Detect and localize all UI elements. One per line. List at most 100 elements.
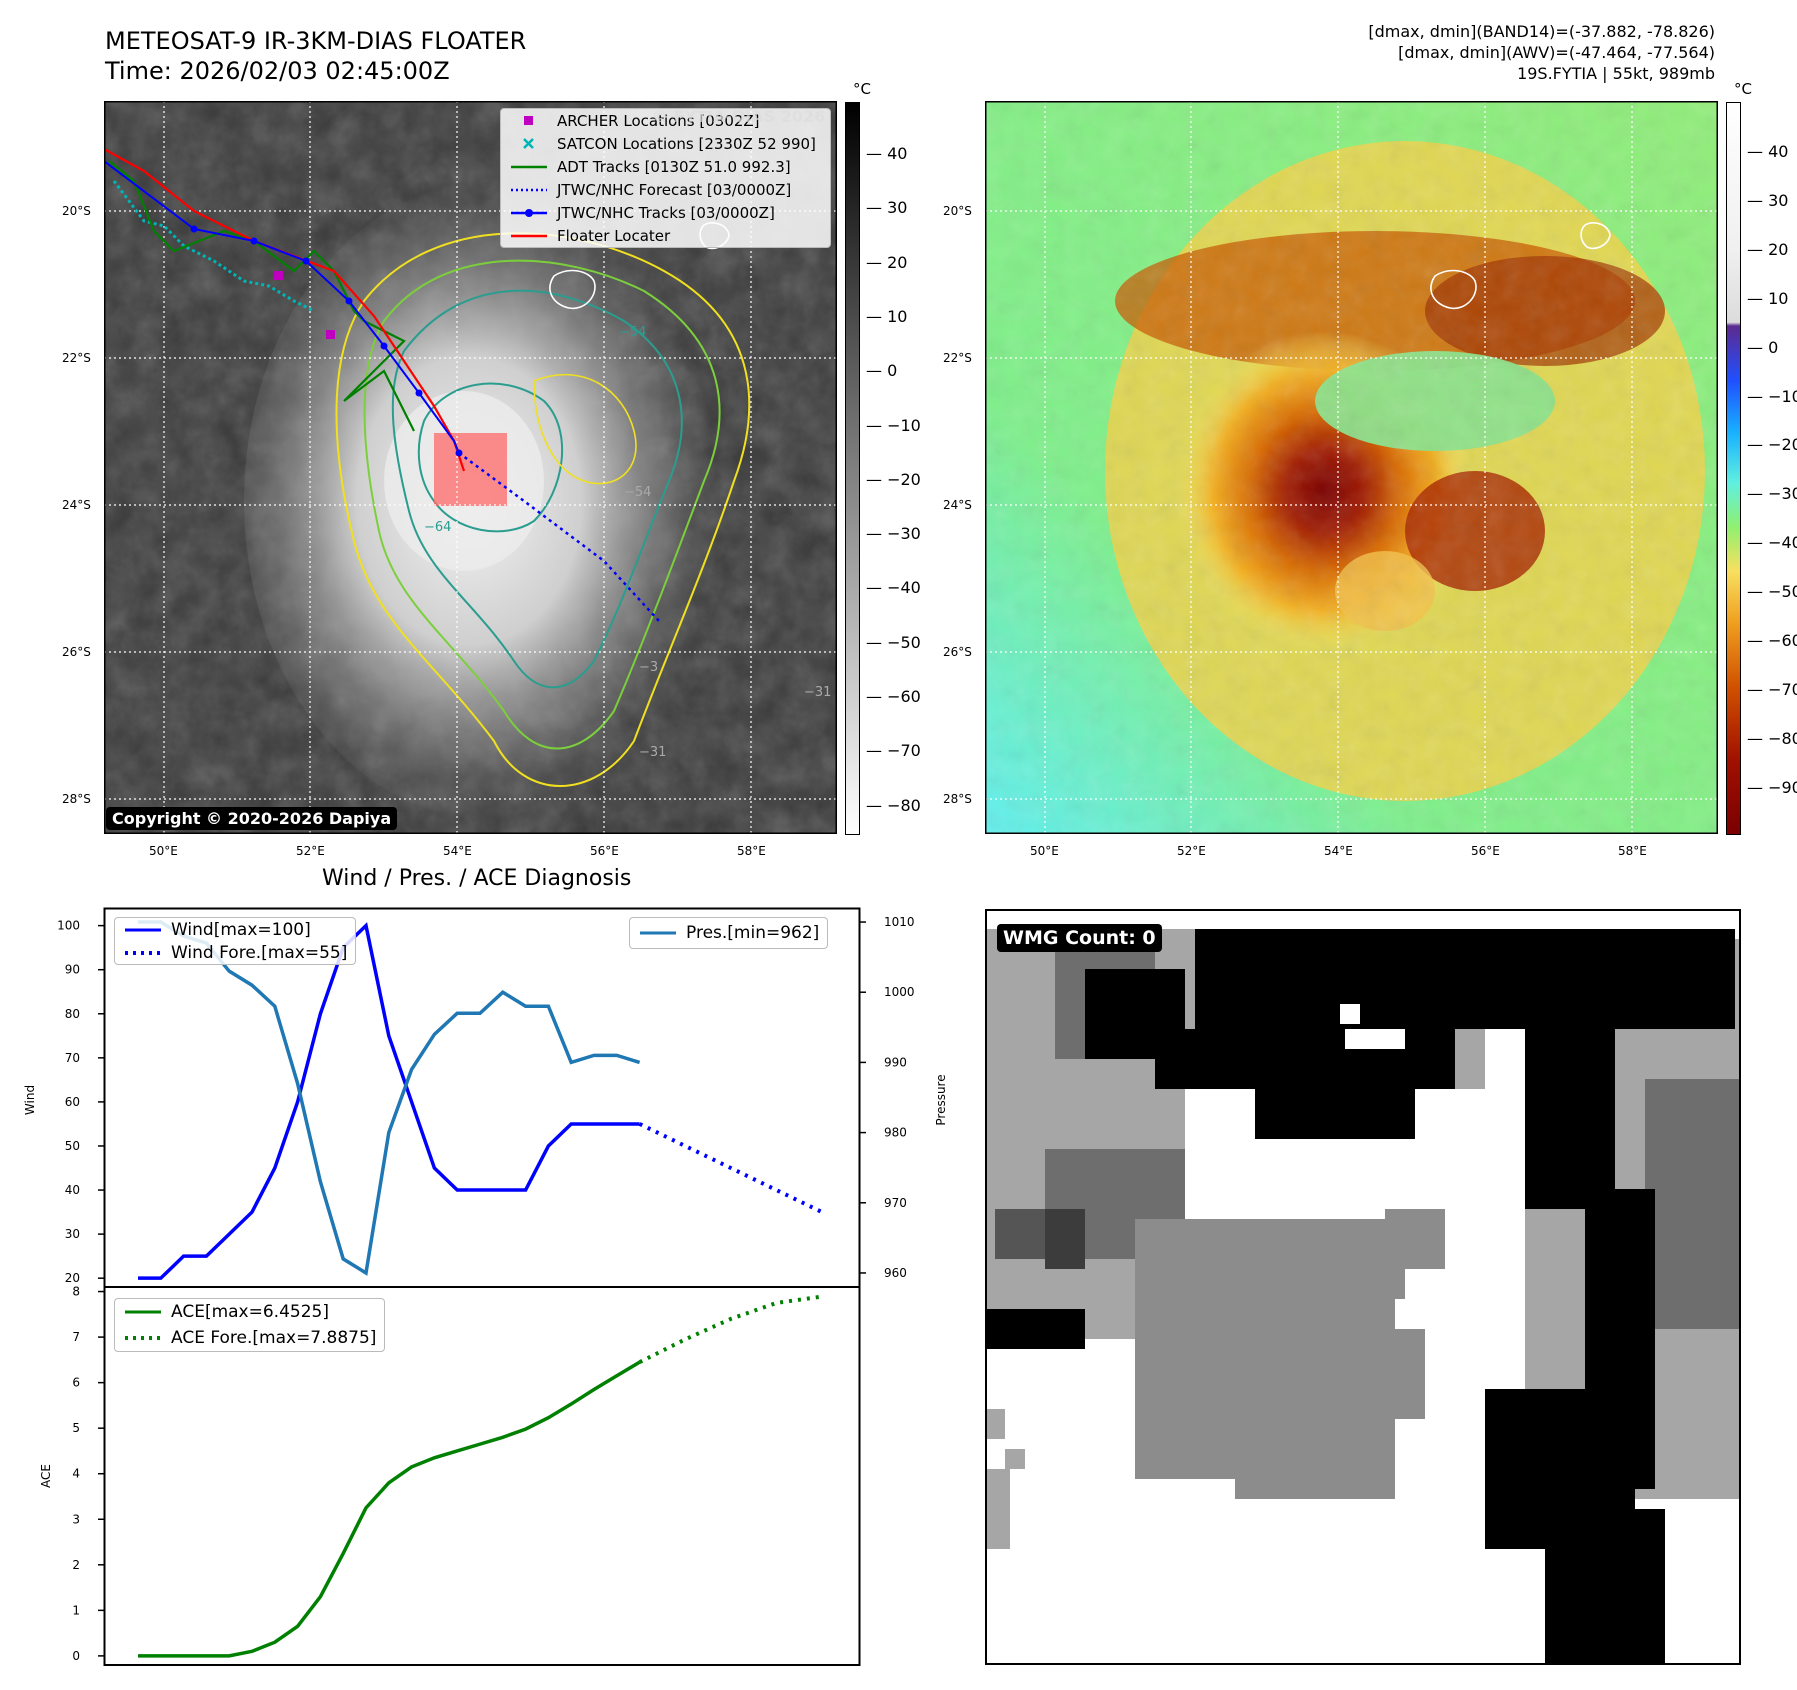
island-reunion bbox=[549, 269, 596, 310]
legend-item: JTWC/NHC Tracks [03/0000Z] bbox=[501, 201, 830, 224]
wv-colorbar-tick: — 0 bbox=[1747, 337, 1779, 357]
legend-item: Pres.[min=962] bbox=[630, 918, 827, 948]
ace-legend: ACE[max=6.4525] ACE Fore.[max=7.8875] bbox=[114, 1298, 386, 1352]
lat-label: 28°S bbox=[943, 792, 972, 806]
contour-label: −3 bbox=[639, 660, 658, 675]
square-marker-icon bbox=[509, 111, 549, 131]
lon-label: 52°E bbox=[296, 844, 325, 858]
wv-colorbar-tick: — −70 bbox=[1747, 679, 1797, 699]
legend-item: Wind Fore.[max=55] bbox=[115, 941, 355, 964]
lat-label: 22°S bbox=[62, 351, 91, 365]
wv-colorbar-tick: — −60 bbox=[1747, 631, 1797, 650]
wv-colorbar-tick: — −50 bbox=[1747, 582, 1797, 602]
wmg-svg bbox=[985, 909, 1741, 1665]
lat-label: 24°S bbox=[62, 498, 91, 512]
lon-label: 56°E bbox=[590, 844, 619, 858]
ir-colorbar bbox=[845, 102, 860, 835]
lat-label: 26°S bbox=[62, 645, 91, 659]
legend-item: Wind[max=100] bbox=[115, 918, 355, 941]
lat-label: 22°S bbox=[943, 351, 972, 365]
lon-label: 54°E bbox=[443, 844, 472, 858]
contour-green bbox=[363, 259, 721, 750]
contour-teal bbox=[391, 289, 683, 689]
wv-map-panel bbox=[984, 100, 1719, 835]
ir-colorbar-unit: °C bbox=[853, 80, 871, 98]
contour-label: −54 bbox=[619, 325, 646, 340]
ace-series-line-0 bbox=[138, 1360, 641, 1658]
ir-colorbar-tick: — 0 bbox=[866, 361, 898, 381]
wv-colorbar-tick: — −30 bbox=[1747, 484, 1797, 504]
line-icon bbox=[509, 157, 549, 177]
ir-colorbar-tick: — −80 bbox=[866, 795, 921, 815]
wind-y-tick-label: 100 bbox=[57, 919, 80, 933]
line-dot-icon bbox=[509, 203, 549, 223]
ace-y-tick-label: 5 bbox=[72, 1421, 80, 1435]
pres-ylabel: Pressure bbox=[934, 1074, 948, 1125]
ir-colorbar-tick: — 30 bbox=[866, 198, 908, 218]
wv-colorbar-tick: — 20 bbox=[1747, 239, 1789, 259]
series-line-1 bbox=[638, 1122, 823, 1214]
island-mauritius bbox=[1580, 221, 1611, 250]
ace-series-line-1 bbox=[638, 1294, 823, 1364]
contour-label: −31 bbox=[639, 745, 666, 760]
pres-y-tick-label: 960 bbox=[884, 1266, 907, 1280]
floater-box bbox=[434, 433, 507, 506]
pres-y-tick-label: 990 bbox=[884, 1055, 907, 1069]
ir-colorbar-tick: — −70 bbox=[866, 741, 921, 761]
ir-legend: ARCHER Locations [0302Z] SATCON Location… bbox=[500, 108, 831, 248]
lon-label: 58°E bbox=[1618, 844, 1647, 858]
dotted-line-icon bbox=[509, 180, 549, 200]
wind-ylabel: Wind bbox=[23, 1085, 37, 1115]
ir-colorbar-tick: — −10 bbox=[866, 415, 921, 435]
lat-label: 26°S bbox=[943, 645, 972, 659]
diagnosis-title: Wind / Pres. / ACE Diagnosis bbox=[322, 866, 632, 891]
wv-colorbar-tick: — −90 bbox=[1747, 777, 1797, 797]
wv-colorbar-tick: — −40 bbox=[1747, 533, 1797, 553]
info-storm: 19S.FYTIA | 55kt, 989mb bbox=[1517, 64, 1715, 83]
wind-plot-frame bbox=[103, 907, 861, 1289]
ir-colorbar-tick: — −50 bbox=[866, 632, 921, 652]
legend-item: SATCON Locations [2330Z 52 990] bbox=[501, 132, 830, 155]
pres-legend: Pres.[min=962] bbox=[629, 917, 829, 949]
line-icon bbox=[509, 226, 549, 246]
wind-y-tick-label: 50 bbox=[65, 1139, 80, 1153]
ir-map-panel: −54 −64 −3 −54 −31 −31 bbox=[103, 100, 838, 835]
contour-yellow bbox=[335, 232, 751, 787]
contour-label: −54 bbox=[624, 485, 651, 500]
wv-colorbar-tick: — 30 bbox=[1747, 190, 1789, 210]
adt-track bbox=[108, 160, 415, 432]
legend-item: ADT Tracks [0130Z 51.0 992.3] bbox=[501, 155, 830, 178]
ace-y-tick-label: 4 bbox=[72, 1467, 80, 1481]
ir-colorbar-tick: — 40 bbox=[866, 144, 908, 163]
copyright-badge: Copyright © 2020-2026 Dapiya bbox=[106, 807, 398, 830]
ir-colorbar-tick: — −60 bbox=[866, 687, 921, 706]
watermark: © FYTIA-DIAS 2026 bbox=[652, 107, 826, 126]
lon-label: 50°E bbox=[149, 844, 178, 858]
wind-y-tick-label: 30 bbox=[65, 1227, 80, 1241]
wv-colorbar-tick: — 10 bbox=[1747, 288, 1789, 308]
wind-y-tick-label: 40 bbox=[65, 1183, 80, 1197]
lon-label: 54°E bbox=[1324, 844, 1353, 858]
dotted-line-icon bbox=[123, 943, 163, 963]
ace-y-tick-label: 0 bbox=[72, 1649, 80, 1663]
ir-colorbar-tick: — −40 bbox=[866, 578, 921, 598]
wv-colorbar-tick: — −10 bbox=[1747, 386, 1797, 406]
line-icon bbox=[638, 923, 678, 943]
line-icon bbox=[123, 1302, 163, 1322]
legend-item: ACE[max=6.4525] bbox=[115, 1299, 384, 1325]
pres-y-tick-label: 980 bbox=[884, 1126, 907, 1140]
contour-label: −64 bbox=[424, 520, 451, 535]
pres-y-tick-label: 1010 bbox=[884, 915, 915, 929]
ace-y-tick-label: 8 bbox=[72, 1286, 80, 1299]
contour-label: −31 bbox=[804, 685, 831, 700]
wv-colorbar-unit: °C bbox=[1734, 80, 1752, 98]
title-line1: METEOSAT-9 IR-3KM-DIAS FLOATER bbox=[105, 27, 527, 55]
archer-marker bbox=[326, 330, 335, 339]
wmg-count-badge: WMG Count: 0 bbox=[997, 924, 1162, 952]
dotted-line-icon bbox=[123, 1328, 163, 1348]
wind-y-tick-label: 90 bbox=[65, 963, 80, 977]
ir-colorbar-tick: — −30 bbox=[866, 524, 921, 544]
lat-label: 20°S bbox=[943, 204, 972, 218]
ir-colorbar-tick: — 10 bbox=[866, 306, 908, 326]
line-icon bbox=[123, 920, 163, 940]
